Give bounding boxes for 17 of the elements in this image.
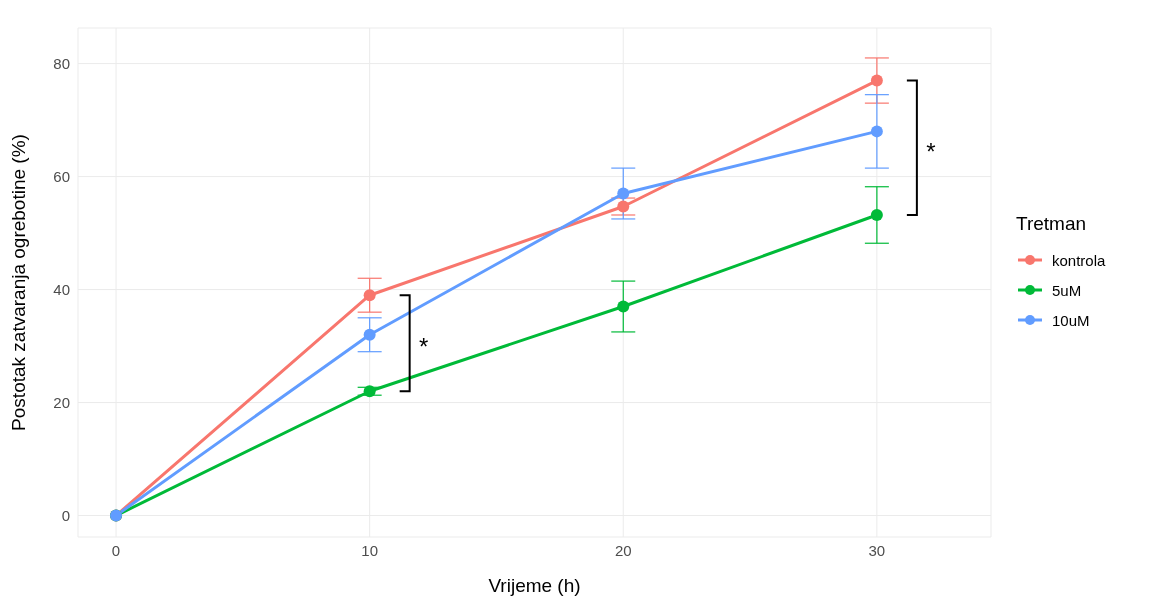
y-tick-label: 80 [53,54,70,72]
y-tick-label: 60 [53,167,70,185]
legend-label: 10uM [1051,310,1091,331]
y-tick-label: 0 [61,506,70,524]
annotation: * [418,333,429,361]
x-tick-label: 30 [868,541,886,559]
y-tick-label: 20 [53,393,70,411]
y-tick-label: 40 [53,280,70,298]
x-axis-title: Vrijeme (h) [488,575,581,596]
legend-title: Tretman [1016,213,1088,235]
y-axis-title: Postotak zatvaranja ogrebotine (%) [7,134,29,431]
legend-label: 5uM [1051,280,1083,301]
legend-label: kontrola [1051,250,1106,271]
annotation: * [926,137,936,165]
x-tick-label: 10 [361,541,378,559]
x-tick-label: 20 [614,541,632,559]
x-tick-label: 0 [111,541,121,559]
